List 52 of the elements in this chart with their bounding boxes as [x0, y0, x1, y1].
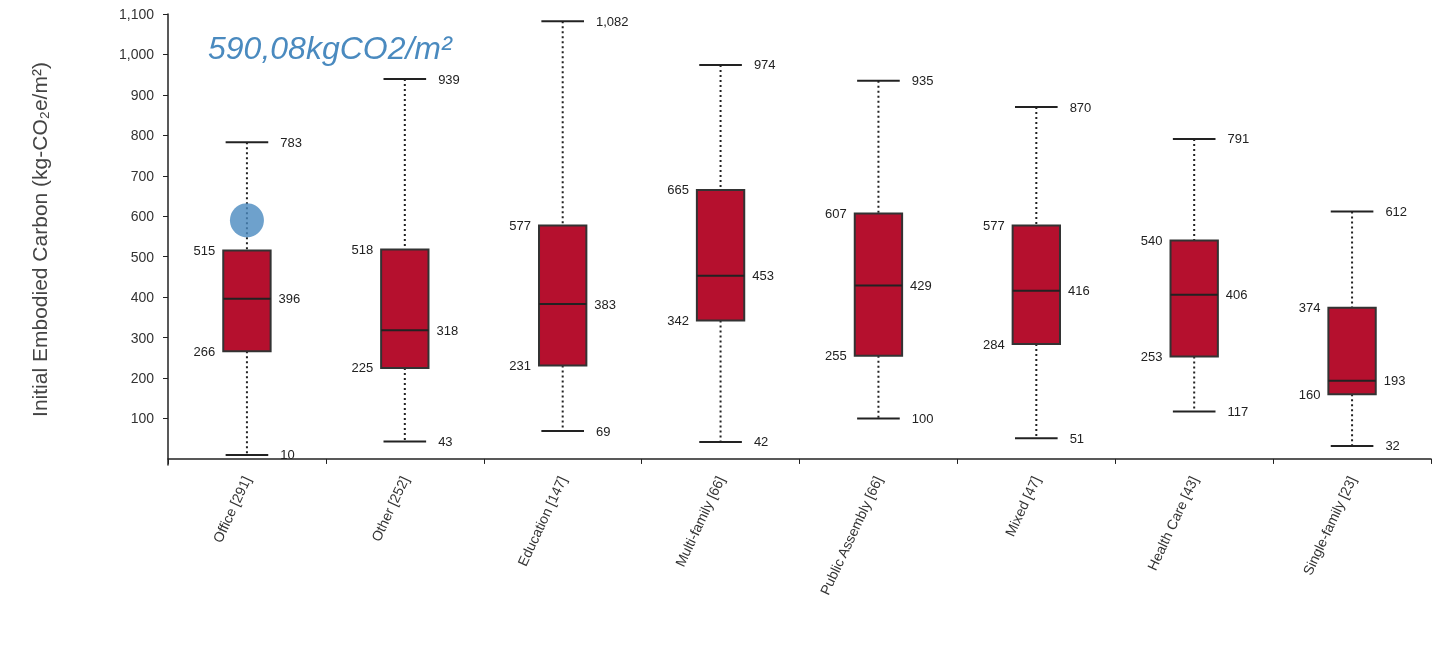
annotation: 406 — [1225, 287, 1248, 303]
annotation: 374 — [1298, 300, 1321, 316]
annotation: 231 — [509, 358, 532, 373]
annotation: 577 — [982, 218, 1005, 234]
annotation: 160 — [1298, 386, 1321, 402]
annotation: 665 — [667, 182, 689, 198]
annotation: 974 — [753, 57, 776, 73]
annotation: 284 — [982, 336, 1005, 352]
y-tick-label: 500 — [130, 248, 155, 265]
annotation: 1,082 — [596, 13, 629, 29]
annotation: 607 — [825, 205, 847, 221]
y-tick-label: 1,000 — [118, 46, 155, 63]
annotation: 342 — [667, 313, 689, 329]
annotation: 253 — [1140, 349, 1163, 365]
y-tick-label: 600 — [130, 208, 155, 225]
y-tick-label: 1,100 — [118, 6, 155, 22]
annotation: 225 — [351, 360, 374, 376]
annotation: 193 — [1383, 373, 1406, 389]
y-tick-label: 800 — [130, 127, 155, 144]
annotation: 396 — [278, 291, 301, 307]
annotation: 612 — [1385, 203, 1408, 219]
annotation: 939 — [438, 71, 460, 87]
y-tick-label: 400 — [130, 289, 155, 306]
annotation: 791 — [1227, 131, 1250, 147]
annotation: 577 — [509, 218, 532, 234]
annotation: 518 — [351, 241, 374, 257]
annotation: 540 — [1140, 233, 1163, 249]
annotation: 43 — [438, 434, 453, 450]
y-tick-label: 100 — [130, 410, 155, 427]
annotation: 416 — [1067, 283, 1090, 299]
annotation: 100 — [911, 410, 934, 426]
annotation: 255 — [825, 348, 847, 364]
annotation: 266 — [193, 343, 216, 359]
y-tick-label: 700 — [130, 167, 155, 184]
annotation: 42 — [753, 434, 769, 450]
annotation: 870 — [1069, 99, 1092, 115]
y-tick-label: 300 — [130, 329, 155, 346]
annotation: 383 — [594, 296, 617, 312]
annotation: 51 — [1069, 430, 1085, 446]
annotation: 590,08kgCO2/m² — [208, 30, 454, 66]
y-axis-title: Initial Embodied Carbon (kg-CO₂e/m²) — [28, 62, 51, 417]
annotation: 935 — [911, 73, 934, 89]
annotation: 117 — [1227, 404, 1249, 420]
annotation: 429 — [910, 277, 932, 293]
annotation: 69 — [596, 423, 611, 439]
annotation: 32 — [1385, 438, 1400, 454]
annotation: 453 — [752, 268, 774, 284]
annotation: 783 — [280, 134, 302, 150]
y-tick-label: 900 — [130, 86, 155, 103]
y-tick-label: 200 — [130, 370, 155, 387]
annotation: 318 — [436, 322, 459, 338]
annotation: 515 — [193, 243, 216, 259]
